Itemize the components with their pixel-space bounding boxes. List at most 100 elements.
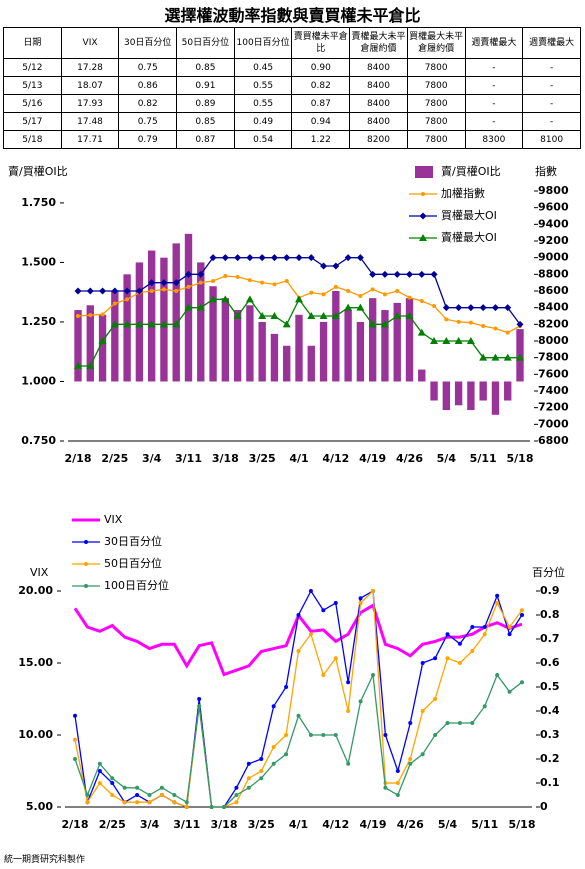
y2-tick-label: 0.5 [540,680,560,693]
table-cell: 0.49 [233,112,293,131]
y2-tick-label: 0.7 [540,632,560,645]
marker [333,656,338,661]
bar [160,257,168,382]
y2-axis-title: 百分位 [532,565,565,579]
header-row: 日期 VIX 30日百分位 50日百分位 100日百分位 賣買權未平倉比 賣權最大未平倉履約… [3,27,581,59]
marker [209,295,218,303]
marker [184,805,189,809]
marker [406,270,413,278]
marker [504,304,512,312]
y2-tick-label: 0 [540,800,548,813]
marker [295,295,303,303]
table-cell: - [522,112,581,131]
marker [395,289,400,293]
marker [221,295,230,303]
marker [235,274,240,279]
marker [234,800,239,805]
y2-tick-label: 9200 [538,234,569,247]
marker [196,303,205,311]
marker [383,785,388,790]
bar [283,345,291,382]
table-cell: 17.71 [60,130,120,149]
line [78,257,521,325]
chart: 賣/買權OI比 指數 0.750 1.000 1.250 1.500 1.750 6800 70… [8,164,569,465]
marker [125,297,130,302]
marker [382,292,387,297]
table-row: 5/18 17.71 0.79 0.87 0.54 1.22 8200 7800 8300 810… [3,130,581,149]
marker [271,745,276,749]
marker [246,254,254,262]
marker [470,625,475,629]
marker [135,287,143,295]
table-cell: 5/18 [3,130,62,149]
x-tick-label: 5/4 [437,452,457,465]
marker [247,278,252,283]
bar [430,381,438,401]
table-cell: 0.75 [118,112,178,131]
marker [321,673,326,677]
footer: 統一期貨研究科製作 [4,855,86,865]
table-cell: 0.82 [291,76,351,95]
marker [419,299,424,303]
marker [445,632,450,637]
table-cell: 7800 [406,130,466,149]
marker [321,292,326,297]
y2-tick-label: 7800 [538,351,569,364]
marker [246,785,251,790]
table-cell: 5/16 [3,94,62,113]
marker [110,320,119,328]
y2-tick-label: 0.8 [540,608,560,621]
marker [520,613,524,617]
table-cell: 0.85 [176,112,235,131]
marker [491,304,499,312]
marker [393,312,402,319]
y2-tick-label: 6800 [538,434,569,447]
marker [159,785,164,790]
table-cell: 1.22 [291,130,351,149]
table-cell: - [464,94,524,113]
table-cell: 0.55 [233,94,293,113]
marker [344,254,352,262]
bar [393,302,401,382]
marker [97,781,102,785]
marker [259,776,264,781]
y2-tick-label: 0.3 [540,728,560,741]
table-cell: 18.07 [60,76,120,95]
x-tick-label: 3/4 [142,452,162,465]
y2-tick-label: 0.1 [540,776,560,789]
marker [417,328,426,336]
table-cell: 7800 [406,76,466,95]
x-tick-label: 2/25 [101,452,128,465]
marker [172,800,177,805]
marker [84,584,88,588]
bar [246,305,254,382]
bar [233,310,242,382]
marker [370,287,375,292]
table-cell: 8200 [349,130,408,149]
marker [507,625,512,629]
marker [420,709,425,713]
x-tick-label: 4/19 [360,818,387,831]
y2-tick-label: 0.9 [540,584,560,597]
marker [419,212,427,220]
marker [419,234,427,241]
table-row: 5/16 17.93 0.82 0.89 0.55 0.87 8400 7800- - [3,94,581,113]
marker [197,704,202,709]
marker [346,709,351,713]
table-cell: 7800 [406,112,466,131]
x-tick-label: 2/18 [62,818,89,831]
marker [98,337,107,344]
y2-tick-label: 8000 [538,334,569,347]
table-cell: 0.55 [233,76,293,95]
y2-tick-label: 0.4 [540,704,560,717]
table-cell: - [464,76,524,95]
marker [159,320,168,328]
bar [368,298,377,382]
x-tick-label: 4/19 [359,452,386,465]
marker [445,656,450,661]
table-cell: 17.48 [60,112,120,131]
marker [110,781,115,785]
bar [270,333,279,382]
marker [421,192,425,196]
